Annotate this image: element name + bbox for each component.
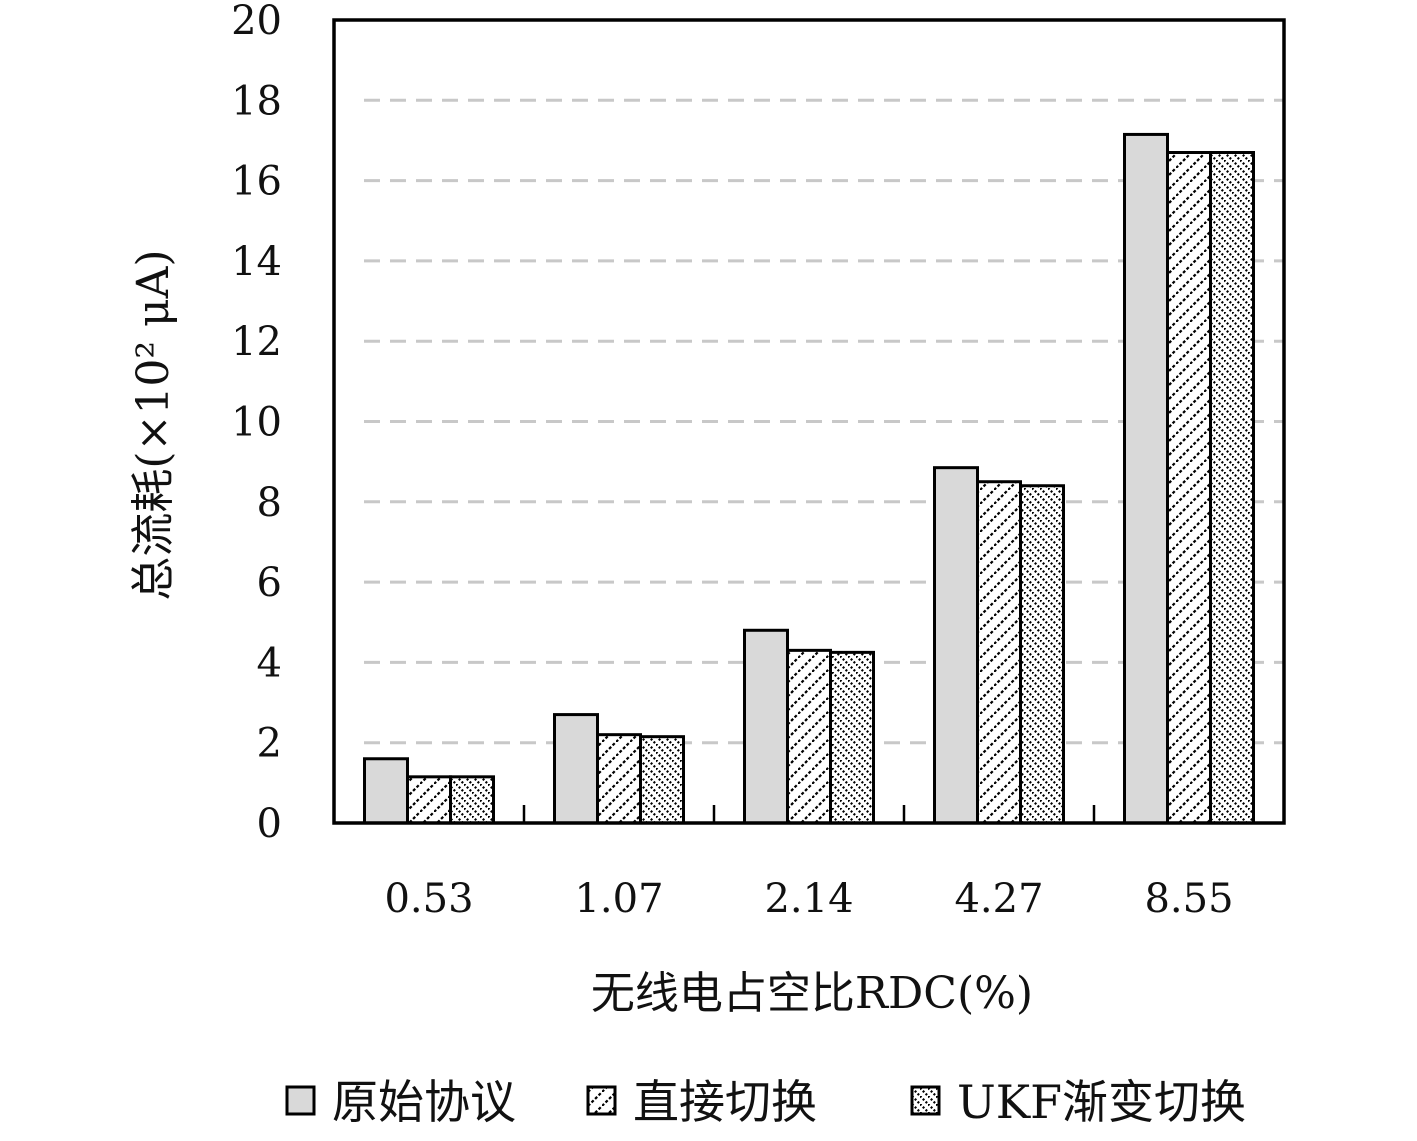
y-tick-label: 12 [231,319,282,365]
bar [976,480,1022,825]
y-tick-label: 8 [257,480,282,526]
legend-label: UKF渐变切换 [957,1075,1246,1129]
axes [332,18,1286,825]
bar [449,775,495,825]
x-axis-title: 无线电占空比RDC(%) [591,968,1033,1019]
bar [933,466,979,825]
y-tick-label: 10 [231,400,282,446]
legend-swatch [910,1085,941,1116]
bar [743,628,789,825]
bar [406,775,452,825]
x-tick-label: 1.07 [574,876,663,922]
y-axis-title: 总流耗(×10² μA) [128,249,179,600]
bar [596,733,642,825]
bar [363,757,409,825]
y-tick-label: 4 [257,640,282,686]
y-tick-label: 6 [257,560,282,606]
x-tick-label: 0.53 [384,876,473,922]
legend-label: 直接切换 [633,1075,817,1129]
x-tick-label: 4.27 [954,876,1043,922]
bars [363,132,1255,825]
y-tick-label: 2 [257,721,282,767]
y-tick-label: 14 [231,239,282,285]
axis-labels: 0 2 4 6 8 10 12 14 16 18 20 0.53 1.07 2.14 4.27 8.55 [231,0,1233,922]
y-tick-label: 18 [231,78,282,124]
bar [829,650,875,825]
x-tick-label: 8.55 [1144,876,1233,922]
bar [1209,150,1255,825]
bar [553,713,599,825]
y-tick-label: 20 [231,0,282,44]
legend-swatch [586,1085,617,1116]
bar [639,735,685,825]
y-tick-label: 0 [257,801,282,847]
x-tick-label: 2.14 [764,876,853,922]
y-tick-label: 16 [231,159,282,205]
bar [1166,150,1212,825]
bar [1123,132,1169,825]
bar [786,648,832,825]
plot-frame [332,18,1286,825]
bar [1019,484,1065,825]
legend-swatch [285,1085,316,1116]
legend: 原始协议 直接切换 UKF渐变切换 [285,1075,1246,1129]
legend-label: 原始协议 [332,1075,516,1129]
